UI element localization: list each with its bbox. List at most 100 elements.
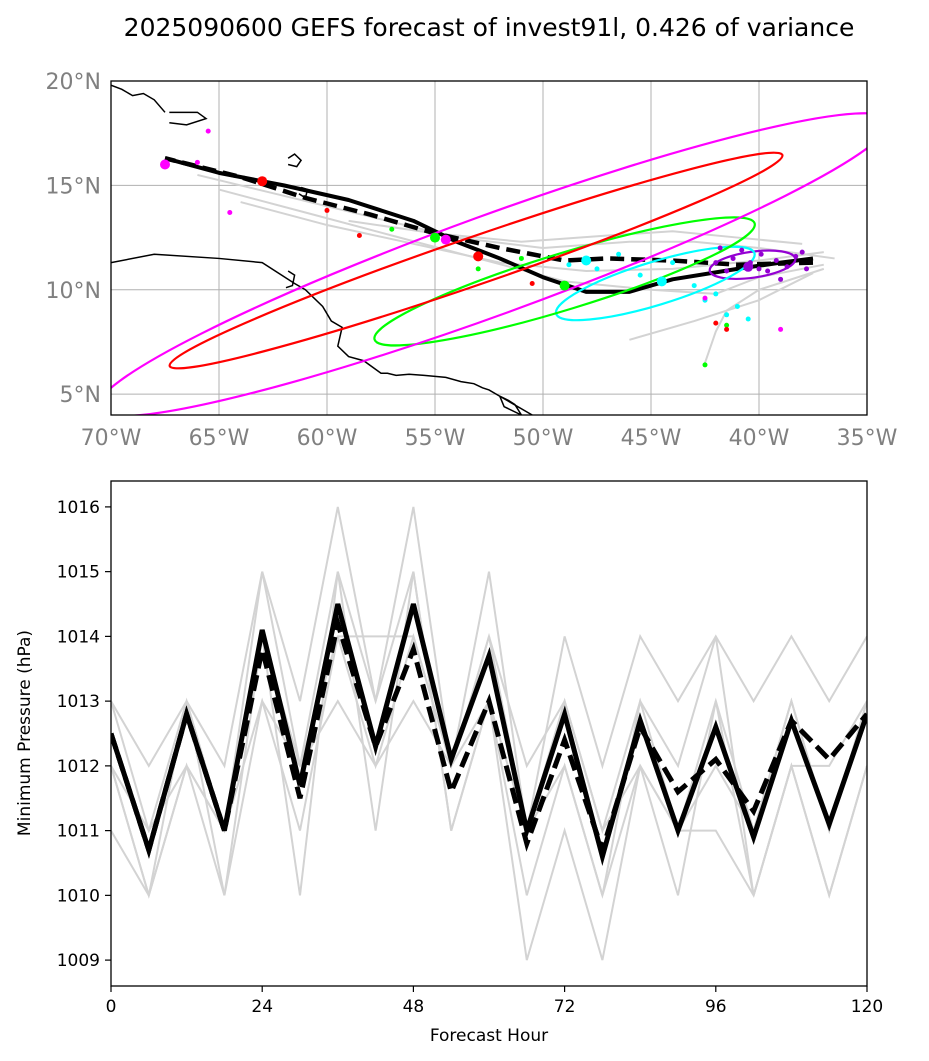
- pressure-chart-panel: 0 24 48 72 96 120 1009 1010 1011 1012 1013 1014 1015…: [15, 480, 883, 1046]
- control-track: [164, 156, 814, 267]
- pressure-x-tick-label: 120: [851, 997, 883, 1017]
- day-1-member-point: [739, 247, 745, 253]
- day-5-member-point: [227, 210, 233, 216]
- pressure-y-tick-label: 1010: [57, 886, 100, 906]
- pressure-control-line: [111, 613, 867, 859]
- day-1-member-point: [793, 253, 799, 259]
- map-y-tick-label: 5°N: [60, 383, 101, 408]
- pressure-mean-line: [111, 603, 867, 867]
- day-1-member-point: [724, 268, 730, 274]
- day-2-member-point: [724, 312, 730, 318]
- day-3-member-point: [389, 226, 395, 232]
- map-x-tick-label: 50°W: [513, 426, 574, 451]
- day-3-ellipse: [373, 216, 756, 347]
- pressure-y-tick-label: 1009: [57, 951, 100, 971]
- map-x-tick-label: 45°W: [621, 426, 682, 451]
- day-4-member-point: [324, 207, 330, 213]
- map-x-tick-label: 35°W: [837, 426, 898, 451]
- day-5-member-point: [702, 295, 708, 301]
- pressure-y-tick-label: 1012: [57, 757, 100, 777]
- day-3-mean-position: [559, 280, 570, 291]
- pressure-member-line: [111, 636, 867, 896]
- day-3-member-point: [475, 266, 481, 272]
- day-2-mean-position: [656, 276, 667, 287]
- day-5-mean-position: [160, 159, 170, 170]
- day-3-control-position: [430, 232, 440, 243]
- map-x-tick-label: 40°W: [729, 426, 790, 451]
- day-1-member-point: [778, 276, 784, 282]
- day-1-member-point: [756, 266, 762, 272]
- day-2-member-point: [637, 272, 643, 278]
- day-4-member-point: [356, 232, 362, 238]
- day-2-member-point: [616, 251, 622, 257]
- day-5-member-point: [778, 326, 784, 332]
- day-3-member-point: [518, 255, 524, 261]
- pressure-y-tick-label: 1014: [57, 627, 100, 647]
- pressure-member-line: [111, 506, 867, 831]
- pressure-frame: [110, 480, 868, 987]
- map-title: 2025090600 GEFS forecast of invest91l, 0…: [124, 13, 855, 42]
- day-3-member-point: [724, 322, 730, 328]
- day-1-member-point: [799, 249, 805, 255]
- pressure-x-tick-label: 48: [403, 997, 425, 1017]
- day-2-member-point: [734, 303, 740, 309]
- day-1-member-point: [717, 245, 723, 251]
- day-1-member-point: [773, 258, 779, 264]
- day-2-control-position: [581, 255, 592, 266]
- pressure-y-tick-label: 1011: [57, 822, 100, 842]
- map-tick-labels: 70°W 65°W 60°W 55°W 50°W 45°W 40°W 35°W 5°N 10°N 1…: [46, 70, 898, 451]
- coastline: [285, 270, 296, 289]
- map-y-tick-label: 20°N: [46, 70, 101, 95]
- day-1-member-point: [713, 260, 719, 266]
- pressure-x-tick-label: 72: [554, 997, 576, 1017]
- ensemble-member-track: [629, 272, 814, 341]
- map-x-tick-label: 70°W: [81, 426, 142, 451]
- ensemble-member-track: [240, 201, 824, 272]
- pressure-y-tick-label: 1013: [57, 692, 100, 712]
- day-5-ellipse: [111, 112, 867, 415]
- day-3-member-point: [702, 362, 708, 368]
- map-y-tick-label: 15°N: [46, 174, 101, 199]
- pressure-ticks: 0 24 48 72 96 120 1009 1010 1011 1012 1013 1014 1015…: [57, 498, 883, 1017]
- day-1-member-point: [804, 266, 810, 272]
- day-4-member-point: [529, 280, 535, 286]
- pressure-plot-area: [111, 481, 867, 986]
- pressure-x-tick-label: 24: [251, 997, 273, 1017]
- map-x-tick-label: 60°W: [297, 426, 358, 451]
- day-4-member-point: [713, 320, 719, 326]
- uncertainty-ellipses: [111, 112, 867, 415]
- day-5-member-point: [205, 128, 211, 134]
- map-y-tick-label: 10°N: [46, 279, 101, 304]
- day-2-member-point: [566, 262, 572, 268]
- forecast-positions: [160, 128, 810, 368]
- day-1-member-point: [765, 268, 771, 274]
- coastline: [287, 153, 303, 168]
- day-5-member-point: [194, 159, 200, 165]
- track-map-panel: 70°W 65°W 60°W 55°W 50°W 45°W 40°W 35°W 5°N 10°N 1…: [46, 70, 898, 451]
- day-4-member-point: [724, 326, 730, 332]
- coastline: [169, 111, 208, 126]
- pressure-y-label: Minimum Pressure (hPa): [15, 630, 35, 836]
- pressure-y-tick-label: 1015: [57, 563, 100, 583]
- day-4-control-position: [473, 251, 484, 262]
- pressure-x-label: Forecast Hour: [430, 1026, 548, 1046]
- day-1-member-point: [730, 255, 736, 261]
- pressure-x-tick-label: 96: [705, 997, 727, 1017]
- map-x-tick-label: 55°W: [405, 426, 466, 451]
- pressure-series: [111, 506, 867, 961]
- pressure-y-tick-label: 1016: [57, 498, 100, 518]
- day-4-mean-position: [257, 176, 268, 187]
- day-1-mean-position: [743, 261, 754, 272]
- day-2-member-point: [594, 266, 600, 272]
- pressure-x-tick-label: 0: [106, 997, 117, 1017]
- day-1-member-point: [784, 264, 790, 270]
- day-4-ellipse: [168, 151, 784, 370]
- map-frame: [110, 80, 868, 416]
- day-2-member-point: [745, 316, 751, 322]
- day-1-member-point: [758, 251, 764, 257]
- day-5-control-position: [440, 234, 451, 245]
- day-2-member-point: [691, 283, 697, 289]
- coastline: [111, 84, 166, 113]
- map-x-tick-label: 65°W: [189, 426, 250, 451]
